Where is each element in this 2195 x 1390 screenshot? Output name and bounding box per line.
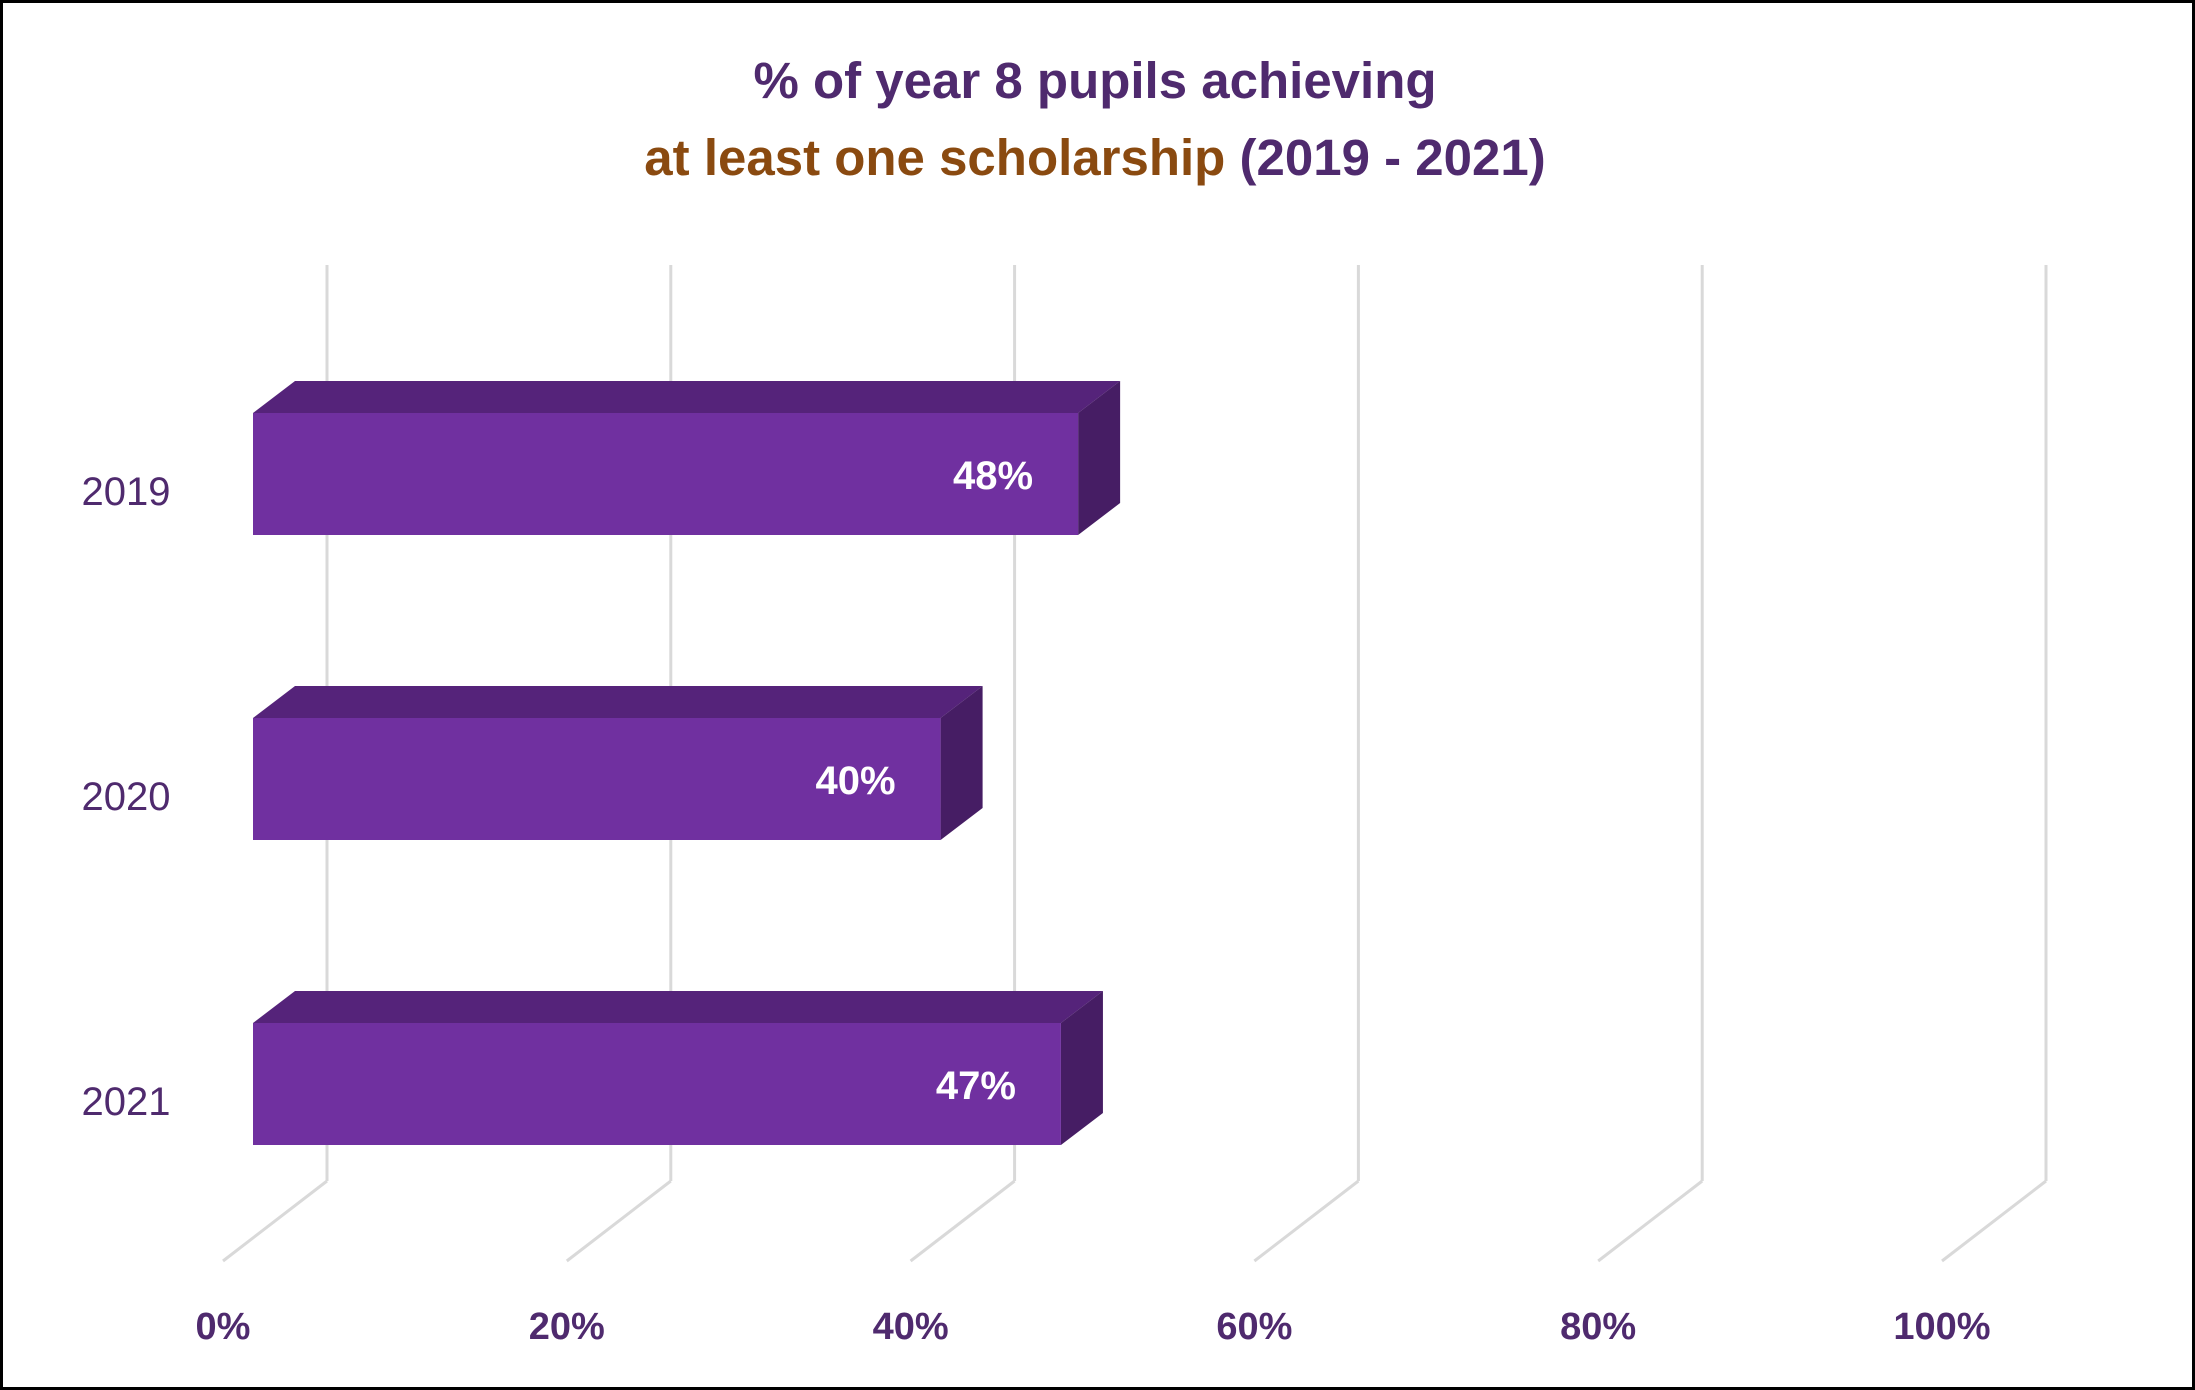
chart-title-line2-years: (2019 - 2021)	[1225, 129, 1545, 186]
bar-2019	[253, 413, 1079, 535]
gridline-floor	[1941, 1179, 2047, 1263]
x-tick-label: 100%	[1893, 1306, 1990, 1348]
x-tick-label: 20%	[529, 1306, 605, 1348]
bar-2020	[253, 718, 941, 840]
bar-top-face	[253, 381, 1121, 413]
data-label-2021: 47%	[936, 1064, 1016, 1108]
x-tick-label: 80%	[1560, 1306, 1636, 1348]
bar-side-face	[1078, 381, 1121, 535]
labels: 0% 20% 40% 60% 80% 100% 48% 2019 40% 2020 47% 2021	[82, 454, 1991, 1348]
gridline-floor	[1253, 1179, 1360, 1263]
chart-title-line1: % of year 8 pupils achieving	[753, 52, 1436, 109]
chart-svg: 0% 20% 40% 60% 80% 100%48%201940%202047%2021 …	[82, 52, 2048, 1348]
gridline-floor	[1597, 1179, 1704, 1263]
bar-side-face	[1060, 991, 1103, 1145]
chart-title-line2: at least one scholarship (2019 - 2021)	[644, 129, 1545, 186]
y-tick-label-2021: 2021	[82, 1080, 171, 1124]
y-tick-label-2020: 2020	[82, 775, 171, 819]
gridline-floor	[909, 1179, 1016, 1263]
gridline-floor	[565, 1179, 672, 1263]
data-label-2020: 40%	[816, 759, 896, 803]
x-tick-label: 60%	[1216, 1306, 1292, 1348]
y-tick-label-2019: 2019	[82, 470, 171, 514]
x-tick-label: 40%	[873, 1306, 949, 1348]
bar-side-face	[940, 686, 983, 840]
data-label-2019: 48%	[953, 454, 1033, 498]
gridline-floor	[222, 1179, 328, 1263]
bar-2021	[253, 1023, 1061, 1145]
bar-top-face	[253, 686, 983, 718]
bar-top-face	[253, 991, 1103, 1023]
chart-title-line2-highlight: at least one scholarship	[644, 129, 1225, 186]
bars	[253, 381, 1121, 1145]
x-tick-label: 0%	[196, 1306, 251, 1348]
